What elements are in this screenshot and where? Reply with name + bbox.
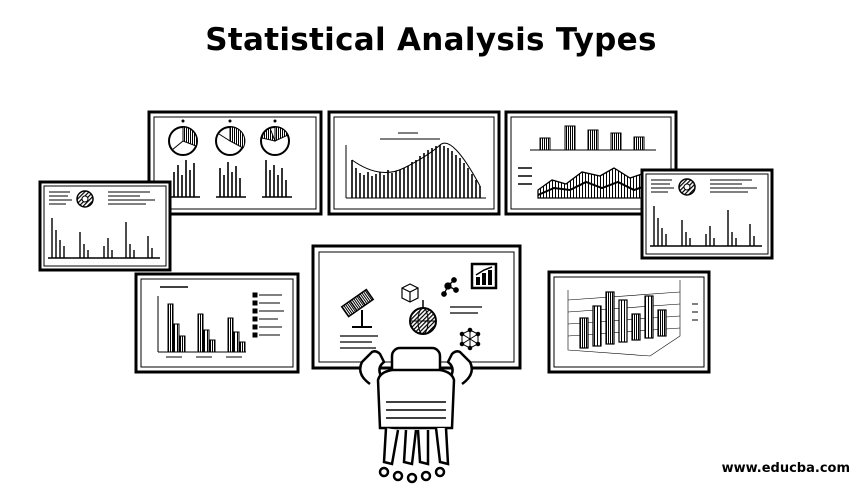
- cube-icon: [401, 283, 419, 303]
- panel-3d-bars: [547, 270, 711, 374]
- pie-icon: [215, 119, 246, 156]
- area-series: [518, 167, 648, 199]
- pie-icon: [260, 119, 290, 156]
- globe-icon: [409, 300, 437, 335]
- molecule-icon: [441, 277, 459, 297]
- bar-3d-group: [579, 291, 667, 349]
- panel-grouped-bars: [134, 272, 300, 374]
- pie-icon: [168, 119, 198, 156]
- panel-dashboard-right: [640, 168, 774, 260]
- legend-lines: [166, 292, 284, 358]
- bar-series: [351, 145, 481, 198]
- panel-dashboard-left: [38, 180, 172, 272]
- network-icon: [459, 327, 481, 351]
- mini-bars: [48, 218, 160, 259]
- watermark-url: www.educba.com: [721, 461, 850, 476]
- panel-histogram: [327, 110, 501, 216]
- bar-group: [170, 160, 292, 198]
- mini-bars: [650, 206, 762, 247]
- bar-group: [167, 303, 246, 353]
- person-figure: [359, 346, 473, 484]
- page-title: Statistical Analysis Types: [205, 22, 657, 58]
- text-lines: [340, 306, 482, 349]
- solar-panel-icon: [340, 288, 375, 328]
- bar-group: [530, 125, 656, 151]
- panel-central-screen: [311, 244, 522, 370]
- chart-trend-icon: [470, 262, 498, 290]
- panel-pie-bars: [147, 110, 323, 216]
